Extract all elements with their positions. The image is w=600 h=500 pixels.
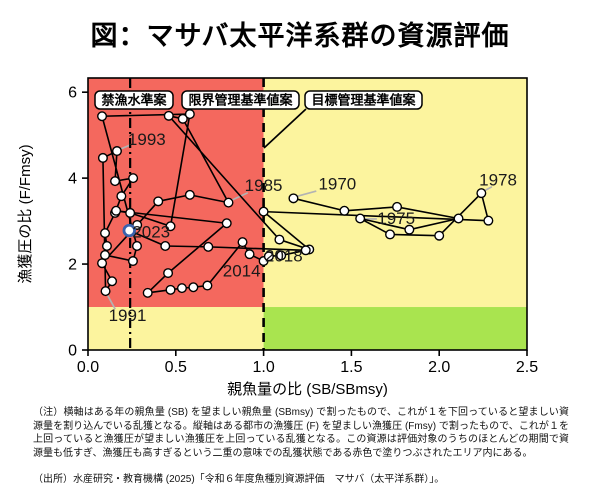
data-point-1991 (100, 286, 111, 297)
data-point-1982 (274, 234, 285, 245)
x-tick-label: 0.5 (165, 359, 187, 376)
year-label-1978: 1978 (479, 171, 517, 190)
data-point-2013 (188, 282, 199, 293)
data-point-2022 (160, 241, 171, 252)
year-leader-line (106, 293, 116, 310)
data-point-2002 (131, 241, 142, 252)
data-point-1972 (392, 201, 403, 212)
data-point-1978 (476, 188, 487, 199)
data-point-2008 (221, 218, 232, 229)
y-tick-label: 6 (68, 85, 77, 102)
year-label-2023: 2023 (132, 223, 170, 242)
annotation-box (181, 90, 300, 110)
annotation-box-label: 限界管理基準値案 (188, 93, 293, 108)
annotation-box-label: 禁漁水準案 (101, 93, 167, 108)
data-point-2015 (237, 237, 248, 248)
data-point-1996 (116, 191, 127, 202)
x-tick-label: 2.5 (516, 359, 538, 376)
data-point-1990 (107, 276, 118, 287)
data-point-1998 (100, 228, 111, 239)
year-label-1970: 1970 (318, 174, 356, 193)
y-tick-label: 0 (68, 343, 77, 360)
data-point-2014 (202, 280, 213, 291)
annotation-box (304, 90, 423, 110)
data-point-1989 (97, 258, 108, 269)
figure-title: 図：マサバ太平洋系群の資源評価 (90, 21, 510, 51)
year-label-1975: 1975 (377, 209, 415, 228)
y-tick-label: 2 (68, 257, 77, 274)
data-point-2020 (300, 245, 311, 256)
year-label-2014: 2014 (223, 261, 261, 280)
x-tick-label: 2.0 (428, 359, 450, 376)
data-point-2021 (203, 241, 214, 252)
data-point-1987 (153, 196, 164, 207)
x-tick-label: 1.0 (252, 359, 274, 376)
data-point-2005 (165, 221, 176, 232)
data-point-1970 (288, 193, 299, 204)
data-point-1995 (128, 173, 139, 184)
x-axis-label: 親魚量の比 (SB/SBmsy) (227, 381, 388, 398)
plot-border (87, 77, 528, 351)
year-label-1993: 1993 (128, 130, 166, 149)
data-point-1977 (434, 230, 445, 241)
data-point-1985 (223, 197, 234, 208)
data-point-2012 (176, 283, 187, 294)
x-tick-label: 1.5 (340, 359, 362, 376)
note-text: （注）横軸はある年の親魚量 (SB) を望ましい親魚量 (SBmsy) で割った… (33, 407, 569, 459)
zone-yellow-left (88, 307, 264, 350)
data-point-2011 (165, 284, 176, 295)
annotation-box (94, 90, 174, 110)
data-point-1976 (385, 229, 396, 240)
data-point-1993 (111, 146, 122, 157)
target-box-leader (263, 108, 307, 149)
x-tick-label: 0.0 (77, 359, 99, 376)
data-point-2016 (244, 249, 255, 260)
zone-green-sustainable (263, 307, 527, 350)
data-point-1983 (163, 110, 174, 121)
data-point-2000 (100, 250, 111, 261)
data-point-1975 (355, 213, 366, 224)
data-point-2004 (184, 109, 195, 120)
y-tick-label: 4 (68, 171, 77, 188)
data-point-1974 (404, 224, 415, 235)
y-axis-label: 漁獲圧の比 (F/Fmsy) (17, 144, 34, 283)
data-point-2018 (263, 251, 274, 262)
source-text: （出所）水産研究・教育機構 (2025)「令和６年度魚種別資源評価 マサバ（太平… (33, 474, 445, 485)
year-label-2018: 2018 (265, 247, 303, 266)
annotation-box-label: 目標管理基準値案 (311, 93, 416, 108)
data-point-2019 (276, 250, 287, 261)
data-point-1984 (177, 113, 188, 124)
highlight-point-2023 (122, 223, 136, 238)
year-label-1985: 1985 (245, 176, 283, 195)
data-point-2001 (127, 256, 138, 267)
data-point-2006 (125, 207, 136, 218)
year-leader-line (295, 190, 317, 198)
data-point-1994 (110, 176, 121, 187)
data-point-2009 (163, 268, 174, 279)
data-point-1992 (97, 152, 108, 163)
data-point-1979 (483, 215, 494, 226)
year-leader-line (230, 191, 249, 202)
data-point-1971 (339, 205, 350, 216)
year-label-1991: 1991 (109, 306, 147, 325)
data-point-2003 (97, 111, 108, 122)
data-point-2007 (111, 205, 122, 216)
data-point-1986 (184, 189, 195, 200)
data-point-1973 (453, 213, 464, 224)
data-point-1980 (258, 206, 269, 217)
data-point-2010 (142, 287, 153, 298)
data-point-1999 (101, 241, 112, 252)
